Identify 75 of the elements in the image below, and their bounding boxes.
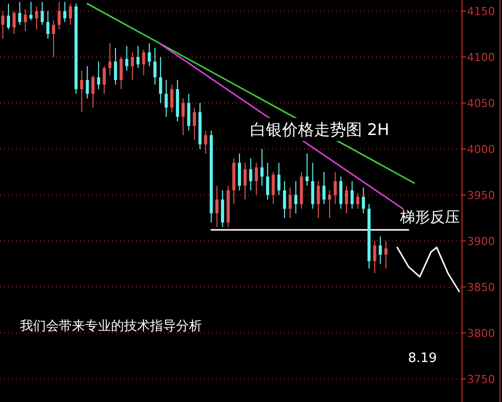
candlestick — [136, 45, 140, 69]
candlestick — [58, 1, 61, 30]
y-tick-label: 3850 — [467, 280, 495, 294]
candlestick — [350, 180, 354, 210]
candlestick — [384, 240, 388, 270]
candlestick — [1, 10, 4, 40]
candlestick — [148, 42, 151, 67]
annotation: 8.19 — [408, 351, 437, 366]
candlestick — [272, 171, 275, 205]
candlestick — [215, 185, 218, 228]
y-tick-label: 3950 — [467, 188, 495, 202]
candlestick — [52, 20, 56, 58]
candlestick — [6, 3, 10, 30]
y-tick-label: 4100 — [467, 51, 495, 64]
candlestick — [378, 236, 382, 264]
line-series — [396, 246, 460, 292]
candlestick — [238, 153, 241, 191]
candlestick — [282, 180, 286, 218]
candlestick — [159, 56, 162, 104]
candlestick — [35, 6, 38, 30]
candlestick — [277, 162, 280, 196]
candlestick — [244, 162, 247, 200]
candlestick — [91, 74, 95, 108]
candlestick — [29, 1, 33, 21]
candlestick — [339, 176, 342, 210]
candlestick — [356, 192, 360, 210]
annotation: 梯形反压 — [399, 208, 460, 226]
candlestick — [164, 80, 168, 118]
candlestick — [306, 153, 309, 186]
candlestick — [311, 162, 314, 210]
candlestick — [18, 1, 22, 26]
candlestick — [24, 8, 27, 32]
candlestick — [328, 190, 332, 218]
candlestick — [46, 10, 50, 40]
candlestick — [97, 61, 100, 90]
candlestick — [254, 162, 258, 196]
candlestick — [63, 1, 66, 23]
candlestick — [373, 240, 376, 274]
candlestick — [294, 180, 298, 214]
candlestick — [125, 45, 128, 72]
candlestick — [153, 47, 156, 86]
candlestick — [288, 187, 292, 218]
text: 白银价格走势图 2H — [250, 120, 390, 139]
candlestick — [40, 1, 44, 26]
candlestick — [334, 171, 337, 205]
candlestick — [80, 70, 84, 113]
y-tick-label: 4000 — [467, 142, 495, 156]
candlestick — [362, 187, 365, 214]
candlestick — [221, 190, 224, 228]
candlestick — [260, 148, 264, 186]
candlestick — [130, 52, 134, 80]
candlestick — [86, 66, 89, 99]
candlestick — [344, 185, 348, 214]
candlestick — [142, 49, 146, 76]
y-tick-label: 3900 — [467, 234, 495, 248]
candlestick — [192, 107, 196, 140]
candlestick — [170, 84, 174, 113]
candlestick — [204, 130, 208, 154]
y-tick-label: 3750 — [467, 372, 495, 386]
annotation: 我们会带来专业的技术指导分析 — [20, 319, 202, 334]
y-tick-label: 4150 — [467, 5, 495, 18]
candlestick — [187, 93, 190, 132]
candlestick — [102, 66, 106, 94]
y-tick-label: 3800 — [467, 326, 495, 340]
candlestick — [316, 180, 320, 218]
candlestick — [249, 158, 252, 191]
candlestick — [120, 56, 123, 90]
candlestick — [12, 10, 16, 35]
candlestick — [114, 47, 118, 86]
candlestick — [68, 3, 72, 26]
candlestick — [322, 171, 326, 205]
candlestick — [108, 42, 112, 76]
y-tick-label: 4050 — [467, 96, 495, 110]
candlestick — [182, 98, 185, 136]
candlestick — [266, 162, 270, 200]
